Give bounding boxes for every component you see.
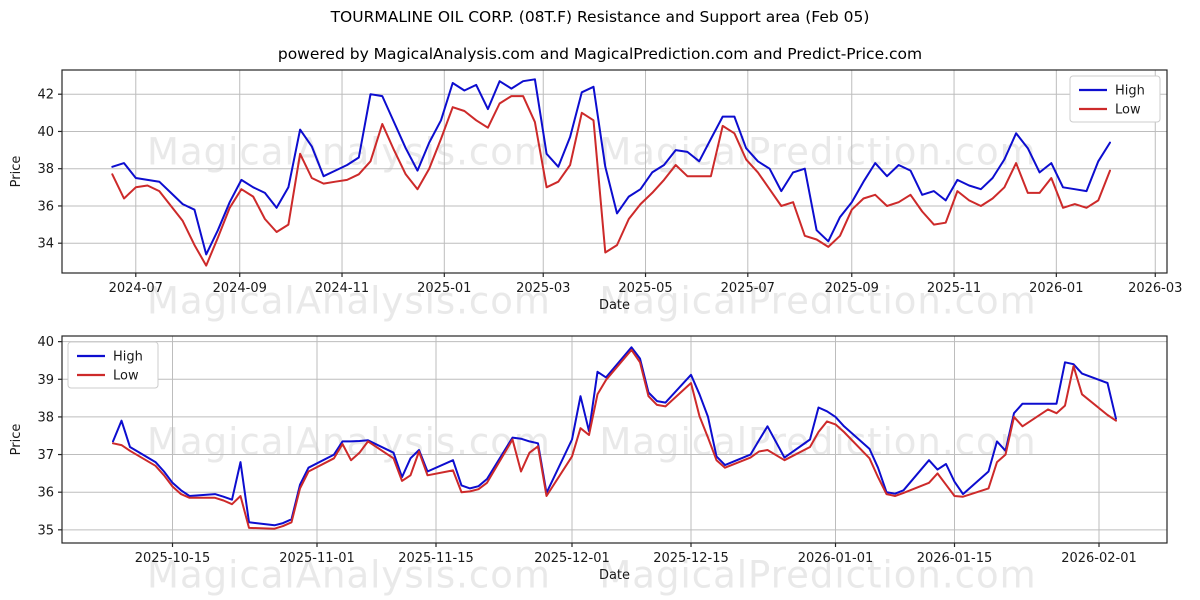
- y-tick-label: 38: [37, 162, 54, 177]
- axes-border: [61, 69, 1168, 274]
- y-tick-label: 39: [37, 373, 54, 388]
- x-tick-label: 2024-07: [109, 281, 163, 296]
- y-tick-label: 40: [37, 335, 54, 350]
- chart-subtitle: powered by MagicalAnalysis.com and Magic…: [277, 45, 923, 63]
- watermark-text: MagicalPrediction.com: [599, 554, 1036, 597]
- watermark-text: MagicalPrediction.com: [599, 131, 1036, 174]
- x-tick-label: 2026-01-15: [917, 551, 993, 566]
- legend-high-label: High: [113, 350, 143, 365]
- y-tick-label: 35: [37, 523, 54, 538]
- series-low-line: [111, 95, 1111, 267]
- date-axis-label: Date: [599, 298, 630, 313]
- chart-title: TOURMALINE OIL CORP. (08T.F) Resistance …: [330, 8, 870, 26]
- x-tick-label: 2024-11: [315, 281, 369, 296]
- y-tick-label: 36: [37, 486, 54, 501]
- x-tick-label: 2024-09: [213, 281, 267, 296]
- legend-box: [1069, 75, 1161, 123]
- date-axis-label: Date: [599, 568, 630, 583]
- watermark-text: MagicalPrediction.com: [599, 280, 1036, 323]
- x-tick-label: 2025-05: [618, 281, 672, 296]
- y-tick-label: 37: [37, 448, 54, 463]
- legend-low-label: Low: [1115, 103, 1141, 118]
- x-tick-label: 2025-11: [927, 281, 981, 296]
- watermark-text: MagicalAnalysis.com: [147, 554, 551, 597]
- x-tick-label: 2025-07: [721, 281, 775, 296]
- legend-high-label: High: [1115, 84, 1145, 99]
- legend-low-label: Low: [113, 369, 139, 384]
- price-axis-label: Price: [9, 424, 24, 456]
- x-tick-label: 2025-12-15: [653, 551, 729, 566]
- x-tick-label: 2025-10-15: [135, 551, 211, 566]
- watermark-text: MagicalPrediction.com: [599, 421, 1036, 464]
- y-tick-label: 34: [37, 237, 54, 252]
- y-tick-label: 42: [37, 88, 54, 103]
- watermark-text: MagicalAnalysis.com: [147, 131, 551, 174]
- axes-border: [61, 335, 1168, 544]
- watermark-text: MagicalAnalysis.com: [147, 280, 551, 323]
- x-tick-label: 2025-12-01: [534, 551, 610, 566]
- x-tick-label: 2025-03: [516, 281, 570, 296]
- legend-box: [67, 341, 159, 389]
- series-high-line: [111, 78, 1111, 256]
- x-tick-label: 2025-11-01: [279, 551, 355, 566]
- x-tick-label: 2026-01-01: [798, 551, 874, 566]
- y-tick-label: 40: [37, 125, 54, 140]
- x-tick-label: 2025-09: [825, 281, 879, 296]
- x-tick-label: 2026-01: [1029, 281, 1083, 296]
- y-tick-label: 36: [37, 199, 54, 214]
- y-tick-label: 38: [37, 410, 54, 425]
- x-tick-label: 2026-03: [1128, 281, 1182, 296]
- series-high-line: [112, 346, 1117, 527]
- price-axis-label: Price: [9, 156, 24, 188]
- x-tick-label: 2026-02-01: [1061, 551, 1137, 566]
- x-tick-label: 2025-01: [417, 281, 471, 296]
- x-tick-label: 2025-11-15: [398, 551, 474, 566]
- series-low-line: [112, 348, 1117, 530]
